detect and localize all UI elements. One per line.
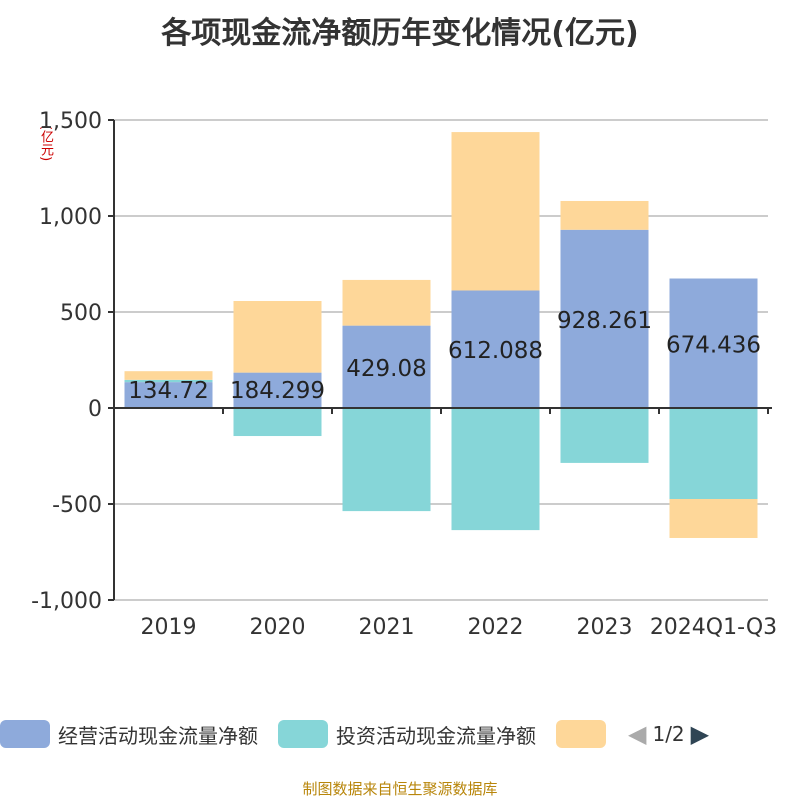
bar-2-2022: [451, 132, 540, 291]
bar-1-2021: [342, 408, 431, 512]
bar-2-2024Q1-Q3: [669, 499, 758, 538]
bar-1-2022: [451, 408, 540, 531]
y-tick-label: 1,000: [39, 205, 102, 230]
bar-1-2019: [124, 379, 213, 383]
legend-prev-page-icon[interactable]: ◀: [628, 720, 647, 748]
y-tick-label: 1,500: [39, 109, 102, 134]
y-axis-unit: (亿元): [38, 125, 53, 162]
y-tick-label: -500: [52, 493, 102, 518]
x-tick-label: 2022: [468, 615, 524, 640]
data-label: 184.299: [230, 378, 325, 404]
x-tick-label: 2023: [577, 615, 633, 640]
bar-2-2019: [124, 371, 213, 380]
bar-0-2023: [560, 229, 649, 408]
legend-swatch-operating[interactable]: [0, 720, 50, 748]
data-label: 674.436: [666, 332, 761, 358]
data-label: 928.261: [557, 308, 652, 334]
data-label: 429.08: [346, 356, 426, 382]
bar-2-2021: [342, 279, 431, 326]
y-tick-label: -1,000: [31, 589, 102, 614]
x-tick-label: 2019: [141, 615, 197, 640]
legend-swatch-investing[interactable]: [278, 720, 328, 748]
x-tick-label: 2020: [250, 615, 306, 640]
source-note: 制图数据来自恒生聚源数据库: [302, 780, 498, 798]
y-tick-label: 0: [88, 397, 102, 422]
legend-page-indicator: 1/2: [652, 722, 685, 746]
bar-1-2024Q1-Q3: [669, 408, 758, 500]
legend-swatch-financing[interactable]: [556, 720, 606, 748]
chart-title: 各项现金流净额历年变化情况(亿元): [161, 16, 639, 51]
x-tick-label: 2024Q1-Q3: [650, 615, 777, 640]
bar-2-2020: [233, 300, 322, 373]
bar-2-2023: [560, 200, 649, 230]
bar-0-2020: [233, 372, 322, 408]
bar-0-2024Q1-Q3: [669, 278, 758, 408]
bar-1-2020: [233, 408, 322, 437]
legend-next-page-icon[interactable]: ▶: [690, 720, 710, 748]
bar-0-2021: [342, 325, 431, 408]
legend: 经营活动现金流量净额 投资活动现金流量净额 ◀ 1/2 ▶: [0, 716, 709, 752]
x-tick-label: 2021: [359, 615, 415, 640]
y-tick-label: 500: [60, 301, 102, 326]
bar-1-2023: [560, 408, 649, 463]
bar-0-2019: [124, 382, 213, 408]
data-label: 134.72: [128, 378, 208, 404]
legend-label-investing[interactable]: 投资活动现金流量净额: [336, 723, 536, 748]
bar-0-2022: [451, 290, 540, 408]
legend-label-operating[interactable]: 经营活动现金流量净额: [58, 723, 258, 748]
data-label: 612.088: [448, 338, 543, 364]
bar-chart: -1,000 -500 0 500 1,000 1,500 134.72 2019 184.29…: [31, 109, 777, 640]
